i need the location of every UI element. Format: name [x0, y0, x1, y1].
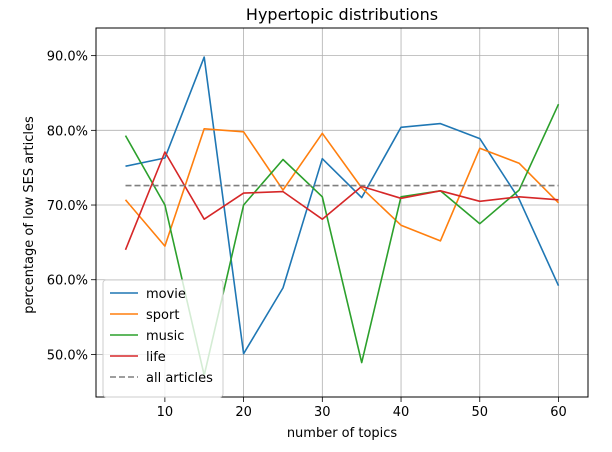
legend-label: sport [146, 308, 179, 323]
legend-label: life [146, 350, 166, 365]
chart-title: Hypertopic distributions [246, 5, 438, 24]
legend-label: all articles [146, 371, 213, 386]
x-tick-label: 50 [471, 405, 488, 420]
series-line-movie [125, 56, 560, 355]
series-line-sport [124, 128, 560, 247]
x-tick-label: 20 [235, 405, 252, 420]
x-tick-label: 60 [550, 405, 567, 420]
x-tick-label: 10 [157, 405, 174, 420]
legend-box [102, 279, 224, 398]
y-tick-label: 90.0% [47, 50, 88, 65]
axis-ticks: 10 20 30 40 50 60 50.0% 60.0% 70.0% 80.0% 90.0% [47, 50, 567, 420]
series-line-life [124, 151, 559, 251]
x-tick-label: 30 [314, 405, 331, 420]
x-axis-label: number of topics [287, 426, 398, 441]
plot-frame [95, 27, 589, 398]
y-tick-label: 60.0% [47, 274, 88, 289]
legend-label: movie [146, 287, 186, 302]
legend: movie sport music life all articles [102, 279, 224, 398]
y-tick-label: 50.0% [47, 348, 88, 363]
x-tick-label: 40 [393, 405, 410, 420]
y-axis-label: percentage of low SES articles [22, 116, 37, 314]
y-tick-label: 70.0% [47, 199, 88, 214]
y-tick-label: 80.0% [47, 124, 88, 139]
legend-label: music [146, 329, 184, 344]
